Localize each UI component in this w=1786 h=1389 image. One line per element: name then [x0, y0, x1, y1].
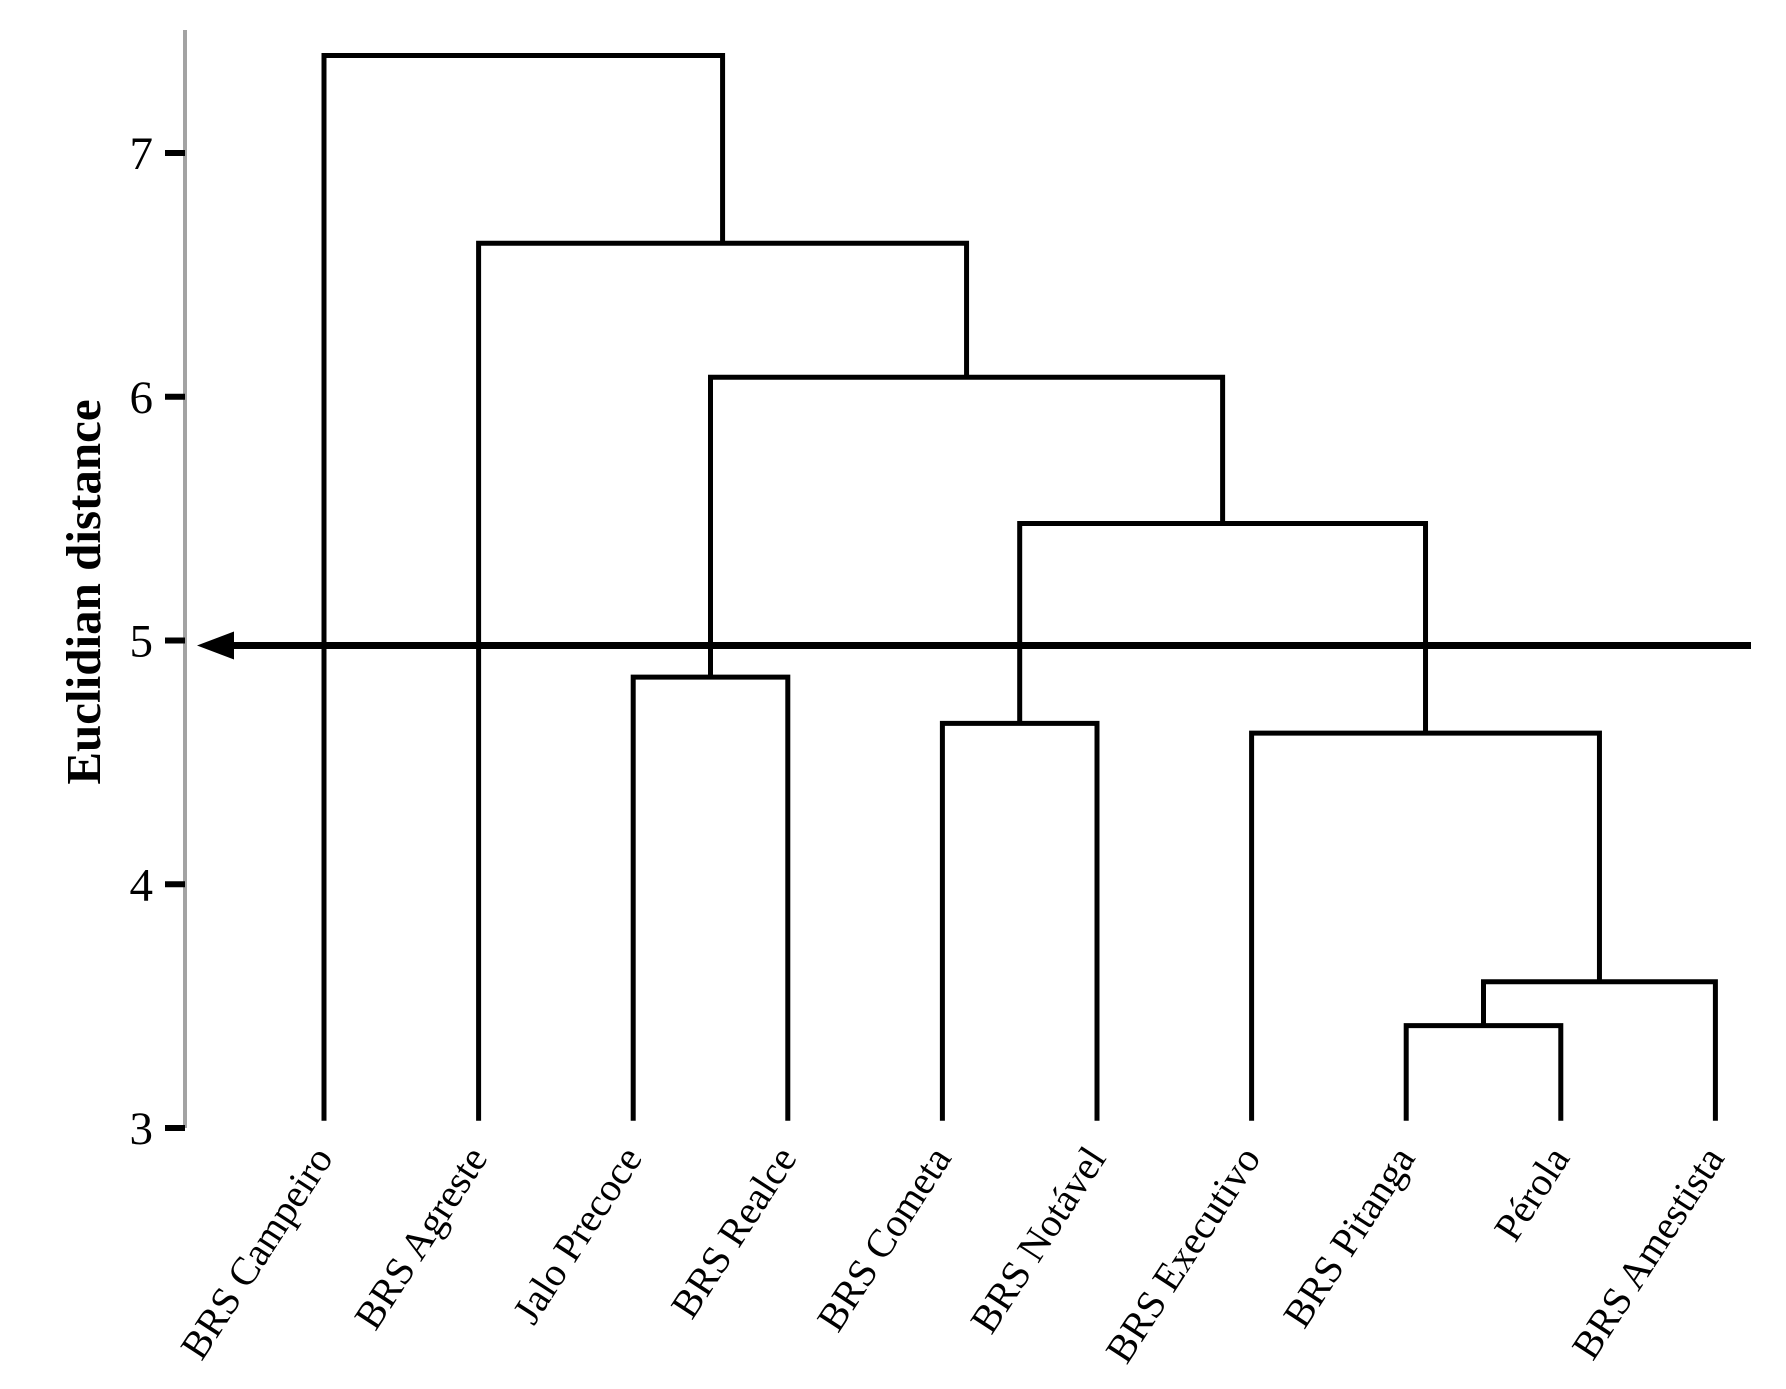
merge-link: [1017, 521, 1429, 734]
tick-label: 5: [130, 616, 154, 668]
merge-link: [939, 720, 1100, 1121]
tick-label: 7: [130, 128, 154, 180]
merge-link: [321, 53, 726, 1121]
leaf-label: BRS Realce: [662, 1138, 806, 1326]
leaf-label: Pérola: [1485, 1138, 1579, 1248]
leaf-label: Jalo Precoce: [504, 1138, 651, 1331]
leaf-label: BRS Amestista: [1563, 1138, 1733, 1367]
leaf-label: BRS Campeiro: [171, 1138, 341, 1367]
tick-label: 3: [130, 1103, 154, 1155]
dendrogram-tree: [321, 53, 1718, 1121]
leaf-label: BRS Cometa: [808, 1138, 960, 1339]
merge-link: [708, 374, 1226, 678]
cut-arrow-head-icon: [197, 631, 234, 660]
leaf-label: BRS Notável: [961, 1138, 1114, 1341]
leaf-label: BRS Agreste: [345, 1138, 496, 1337]
cut-line-arrow: [197, 631, 1751, 660]
merge-link: [1403, 1023, 1564, 1121]
y-axis: 7 6 5 4 3: [130, 30, 187, 1155]
merge-link: [1249, 730, 1602, 1121]
tick-label: 4: [130, 859, 154, 911]
tick-label: 6: [130, 372, 154, 424]
y-axis-title: Euclidian distance: [56, 399, 111, 784]
merge-link: [1481, 979, 1718, 1121]
leaf-label: BRS Executivo: [1096, 1138, 1269, 1370]
merge-link: [630, 674, 791, 1121]
merge-link: [476, 240, 970, 1121]
leaf-labels: BRS Campeiro BRS Agreste Jalo Precoce BRS R…: [171, 1138, 1733, 1371]
leaf-label: BRS Pitanga: [1274, 1138, 1424, 1335]
